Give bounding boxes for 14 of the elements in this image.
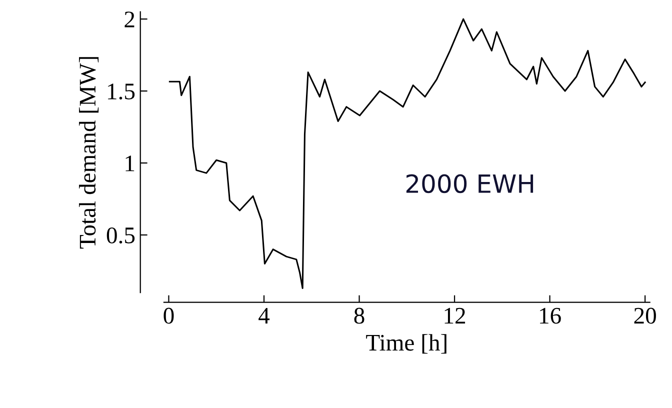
x-tick-label: 0 [164, 308, 174, 324]
x-tick-label: 8 [354, 308, 364, 324]
x-tick-label: 12 [444, 308, 466, 324]
x-tick-label: 20 [634, 308, 656, 324]
line-series [168, 18, 646, 289]
x-tick-label: 16 [540, 308, 561, 324]
y-tick-label: 2 [124, 12, 134, 28]
x-axis-title: Time [h] [366, 334, 446, 354]
annotation: 2000 EWH [406, 174, 534, 194]
x-tick-label: 4 [258, 308, 270, 324]
y-axis-title: Total demand [MW] [79, 57, 99, 249]
y-tick-label: 0.5 [106, 227, 135, 244]
y-tick-label: 1 [126, 156, 134, 172]
y-tick-label: 1.5 [108, 84, 135, 100]
